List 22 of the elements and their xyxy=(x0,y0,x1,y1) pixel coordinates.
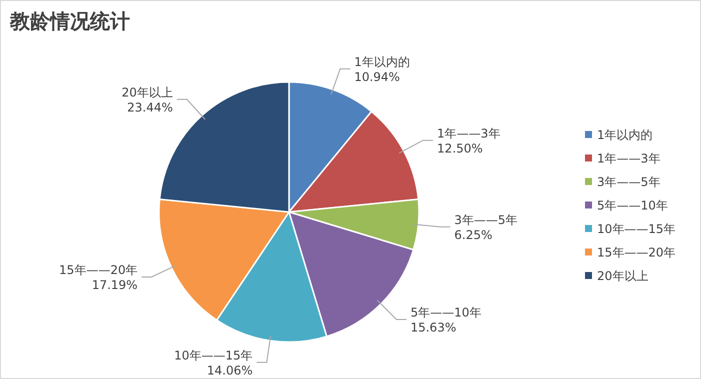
slice-label: 3年——5年 xyxy=(454,212,518,227)
legend-label: 1年——3年 xyxy=(597,152,660,166)
slice-label: 20年以上 xyxy=(122,85,173,100)
data-label: 12.50% xyxy=(437,141,483,156)
legend-label: 20年以上 xyxy=(597,269,648,283)
slice-label: 5年——10年 xyxy=(410,305,482,320)
data-label: 15.63% xyxy=(410,320,456,334)
data-label: 6.25% xyxy=(454,228,492,242)
legend-label: 10年——15年 xyxy=(597,222,676,236)
legend-label: 5年——10年 xyxy=(597,198,668,212)
slice-label: 1年以内的 xyxy=(354,54,410,69)
data-label: 23.44% xyxy=(127,100,173,114)
legend-label: 15年——20年 xyxy=(597,246,676,260)
data-label: 17.19% xyxy=(92,278,138,292)
legend-label: 3年——5年 xyxy=(597,175,660,189)
slice-label: 1年——3年 xyxy=(437,126,500,140)
chart-title: 教龄情况统计 xyxy=(9,9,130,33)
data-label: 10.94% xyxy=(354,70,400,84)
legend-label: 1年以内的 xyxy=(597,128,653,142)
slice-label: 15年——20年 xyxy=(59,262,138,277)
slice-label: 10年——15年 xyxy=(174,348,253,362)
data-label: 14.06% xyxy=(206,363,253,378)
